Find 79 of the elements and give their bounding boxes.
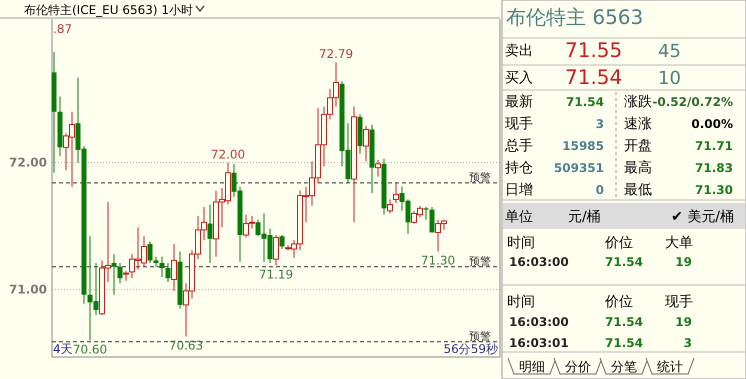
text: 71.83 xyxy=(695,161,733,175)
text: 16:03:00 xyxy=(509,315,569,329)
text: 16:03:00 xyxy=(509,255,569,269)
ref-line-label: 预警 xyxy=(469,170,491,184)
annotation: 72.00 xyxy=(210,148,246,162)
annotation: 70.63 xyxy=(168,338,204,353)
text: 最新 xyxy=(505,94,533,110)
text: 价位 xyxy=(604,294,633,310)
candlestick xyxy=(160,256,164,278)
candlestick xyxy=(154,256,158,268)
y-tick-label: 71.00 xyxy=(9,282,47,297)
text: -0.52/0.72% xyxy=(652,95,733,109)
text: 71.71 xyxy=(695,139,733,153)
text: 71.54 xyxy=(565,65,622,89)
text: 时间 xyxy=(507,235,535,251)
text: 0 xyxy=(596,183,604,197)
text: 现手 xyxy=(665,294,693,310)
annotation: 56分59秒 xyxy=(443,342,498,356)
text: 71.30 xyxy=(695,183,733,197)
candlestick xyxy=(118,262,122,284)
candlestick xyxy=(430,206,434,233)
ref-line-label: 预警 xyxy=(469,330,491,343)
candlestick xyxy=(393,182,399,204)
candlestick xyxy=(273,234,279,266)
text: 45 xyxy=(658,41,681,62)
candlestick xyxy=(387,198,393,214)
text: 单位 xyxy=(505,209,533,225)
candlestick xyxy=(280,234,284,250)
annotation: 72.79 xyxy=(318,47,354,62)
text: 3 xyxy=(596,117,604,131)
candlestick xyxy=(112,254,116,296)
candlestick xyxy=(166,262,170,283)
text: 10 xyxy=(658,68,681,89)
text: 3 xyxy=(684,336,692,350)
text: 71.55 xyxy=(565,38,622,62)
candlestick xyxy=(171,243,177,292)
text: 71.54 xyxy=(605,336,643,350)
text: 明细 xyxy=(519,360,545,375)
text: 涨跌 xyxy=(624,94,652,110)
text: 元/桶 xyxy=(568,209,601,225)
text: 速涨 xyxy=(624,116,652,132)
text: 19 xyxy=(675,255,692,269)
text: 现手 xyxy=(505,116,533,132)
text: 统计 xyxy=(657,360,683,375)
text: 0.00% xyxy=(691,117,733,131)
text: ✔ 美元/桶 xyxy=(671,209,734,225)
candlestick xyxy=(363,125,369,162)
text: 持仓 xyxy=(505,160,533,176)
text: 分笔 xyxy=(611,360,637,375)
text: 71.54 xyxy=(605,315,643,329)
annotation: 71.30 xyxy=(420,254,456,268)
text: 16:03:01 xyxy=(509,336,569,350)
text: 71.54 xyxy=(605,255,643,269)
candlestick xyxy=(123,270,129,282)
text: 509351 xyxy=(554,161,604,175)
text: 时间 xyxy=(507,294,535,310)
candlestick xyxy=(208,204,212,264)
text: 71.54 xyxy=(566,95,604,109)
text: 布伦特主 6563 xyxy=(506,5,644,29)
text: 大单 xyxy=(665,235,693,251)
candlestick xyxy=(148,240,152,264)
chart-title: 布伦特主(ICE_EU 6563) 1小时 xyxy=(24,3,194,17)
text: 卖出 xyxy=(505,43,533,59)
candlestick xyxy=(375,160,381,178)
text: 买入 xyxy=(505,70,533,86)
text: 分价 xyxy=(565,360,591,375)
text: 15985 xyxy=(562,139,604,153)
text: 总手 xyxy=(504,138,533,154)
text: 日增 xyxy=(505,182,533,198)
text: 价位 xyxy=(604,235,633,251)
text: 开盘 xyxy=(624,138,652,154)
text: 最低 xyxy=(624,182,652,198)
text: 19 xyxy=(675,315,692,329)
annotation: 71.19 xyxy=(258,268,294,282)
ref-line-label: 预警 xyxy=(469,254,491,268)
annotation: .87 xyxy=(53,22,72,36)
text: 最高 xyxy=(624,160,652,176)
annotation: 4天 xyxy=(53,342,73,356)
annotation: 70.60 xyxy=(72,342,108,356)
